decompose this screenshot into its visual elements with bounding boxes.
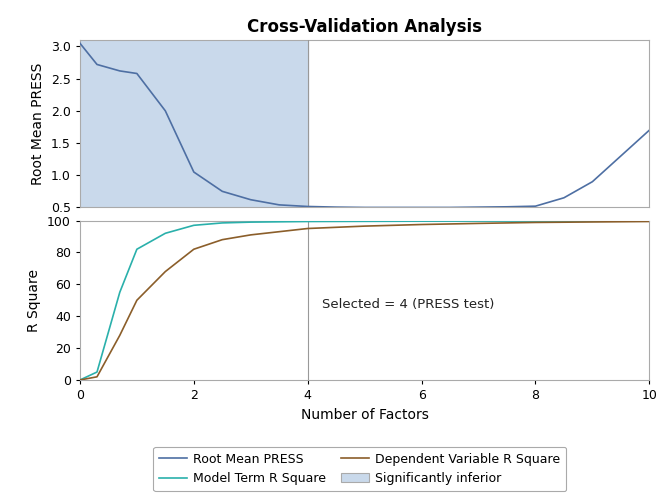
Title: Cross-Validation Analysis: Cross-Validation Analysis [247,18,482,36]
Y-axis label: Root Mean PRESS: Root Mean PRESS [31,62,45,185]
Legend: Root Mean PRESS, Model Term R Square, Dependent Variable R Square, Significantly: Root Mean PRESS, Model Term R Square, De… [153,446,566,491]
Text: Selected = 4 (PRESS test): Selected = 4 (PRESS test) [322,298,494,311]
Bar [80,40,308,207]
X-axis label: Number of Factors: Number of Factors [300,408,429,422]
Y-axis label: R Square: R Square [27,269,41,332]
